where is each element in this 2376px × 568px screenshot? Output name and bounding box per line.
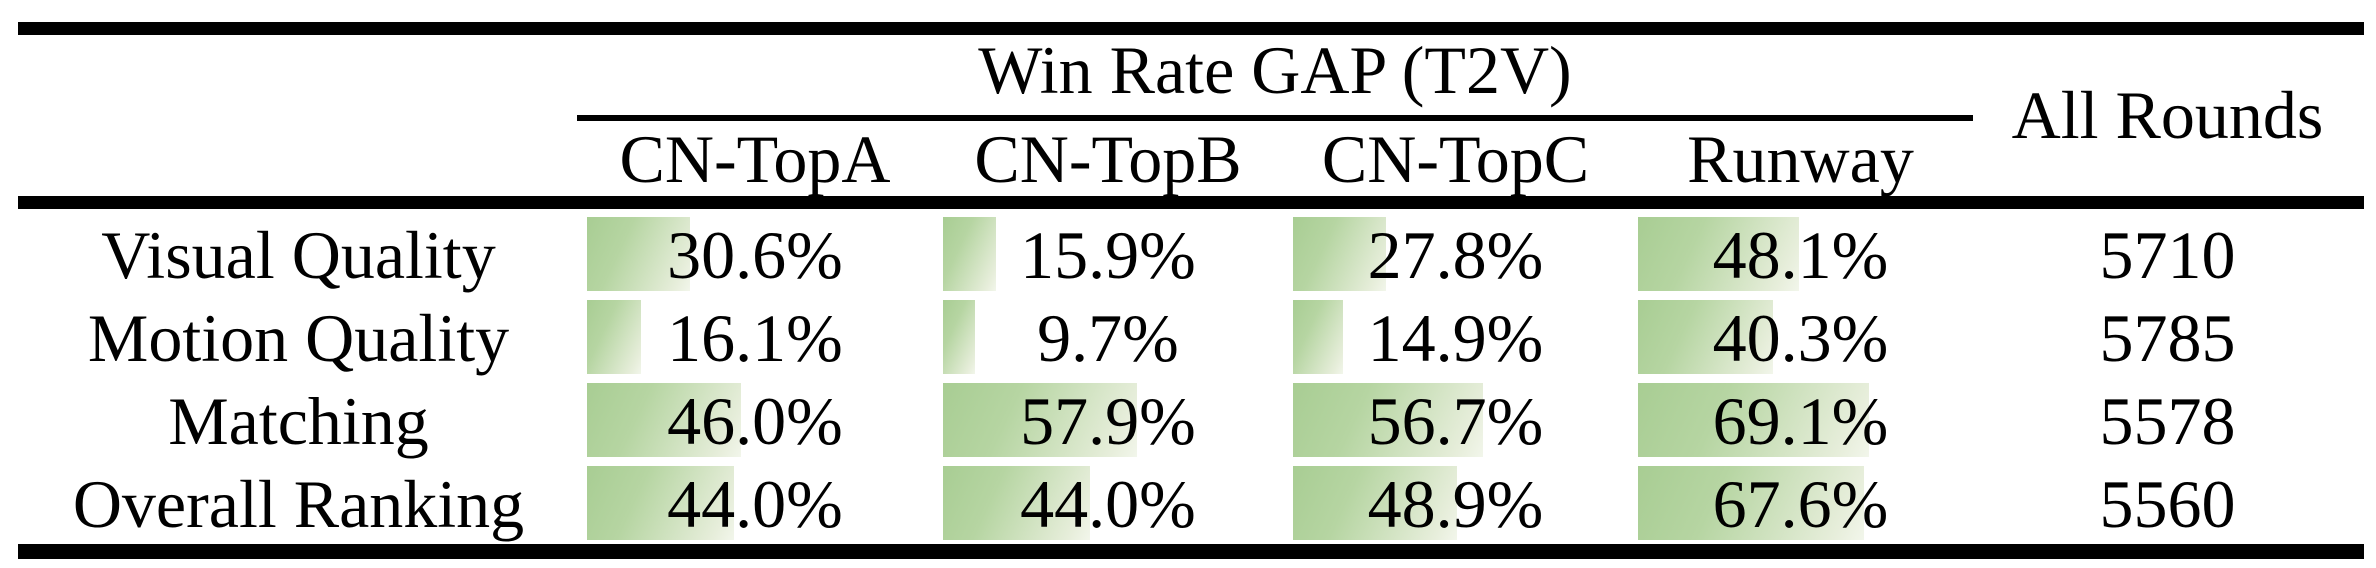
column-header-cn-topb: CN-TopB — [974, 121, 1242, 197]
table-cell: 67.6% — [1628, 462, 1973, 545]
table-cell: 27.8% — [1283, 213, 1628, 296]
table-cell: 56.7% — [1283, 379, 1628, 462]
win-rate-value: 9.7% — [1037, 299, 1179, 376]
table-bottom-rule — [18, 544, 2364, 559]
table-top-rule — [18, 22, 2364, 35]
win-rate-bar — [943, 466, 1090, 540]
table-cell: 48.1% — [1628, 213, 1973, 296]
win-rate-bar — [943, 383, 1137, 457]
win-rate-value: 69.1% — [1712, 382, 1889, 459]
all-rounds-value: 5785 — [2099, 299, 2236, 376]
all-rounds-value: 5560 — [2099, 465, 2236, 542]
table-cell: 40.3% — [1628, 296, 1973, 379]
table-cell: 44.0% — [577, 462, 933, 545]
row-label-motion-quality: Motion Quality — [87, 299, 510, 376]
table-cell: 69.1% — [1628, 379, 1973, 462]
column-header-all-rounds: All Rounds — [2011, 77, 2324, 153]
table-cell: 46.0% — [577, 379, 933, 462]
win-rate-bar — [1638, 217, 1799, 291]
table-cell: 14.9% — [1283, 296, 1628, 379]
table-cell: 9.7% — [933, 296, 1283, 379]
win-rate-value: 46.0% — [667, 382, 843, 459]
win-rate-bar — [1638, 466, 1864, 540]
row-label-visual-quality: Visual Quality — [101, 216, 496, 293]
table-cell: 48.9% — [1283, 462, 1628, 545]
win-rate-bar — [943, 217, 996, 291]
table-cell: 30.6% — [577, 213, 933, 296]
win-rate-bar — [943, 300, 975, 374]
win-rate-bar — [587, 300, 641, 374]
table-cell: 57.9% — [933, 379, 1283, 462]
win-rate-value: 44.0% — [667, 465, 843, 542]
win-rate-value: 14.9% — [1367, 299, 1544, 376]
win-rate-value: 44.0% — [1020, 465, 1196, 542]
column-header-cn-topc: CN-TopC — [1321, 121, 1590, 197]
win-rate-value: 48.1% — [1712, 216, 1889, 293]
all-rounds-value: 5710 — [2099, 216, 2236, 293]
all-rounds-value: 5578 — [2099, 382, 2236, 459]
win-rate-value: 67.6% — [1712, 465, 1889, 542]
table-cell: 44.0% — [933, 462, 1283, 545]
win-rate-value: 16.1% — [667, 299, 843, 376]
win-rate-bar — [587, 466, 734, 540]
win-rate-value: 30.6% — [667, 216, 843, 293]
win-rate-value: 56.7% — [1367, 382, 1544, 459]
win-rate-bar — [1293, 466, 1457, 540]
column-header-runway: Runway — [1687, 121, 1914, 197]
win-rate-value: 27.8% — [1367, 216, 1544, 293]
win-rate-value: 40.3% — [1712, 299, 1889, 376]
win-rate-value: 57.9% — [1020, 382, 1196, 459]
win-rate-bar — [587, 383, 741, 457]
win-rate-bar — [587, 217, 690, 291]
win-rate-bar — [1638, 383, 1869, 457]
win-rate-value: 15.9% — [1020, 216, 1196, 293]
row-label-overall-ranking: Overall Ranking — [72, 465, 525, 542]
title-underline-rule — [577, 115, 1973, 121]
table-title: Win Rate GAP (T2V) — [978, 32, 1572, 108]
table-cell: 15.9% — [933, 213, 1283, 296]
row-label-matching: Matching — [168, 382, 429, 459]
column-header-cn-topa: CN-TopA — [619, 121, 891, 197]
win-rate-bar — [1293, 217, 1386, 291]
header-separator-rule — [18, 196, 2364, 209]
table-cell: 16.1% — [577, 296, 933, 379]
win-rate-value: 48.9% — [1367, 465, 1544, 542]
win-rate-bar — [1293, 300, 1343, 374]
win-rate-bar — [1638, 300, 1773, 374]
win-rate-bar — [1293, 383, 1483, 457]
